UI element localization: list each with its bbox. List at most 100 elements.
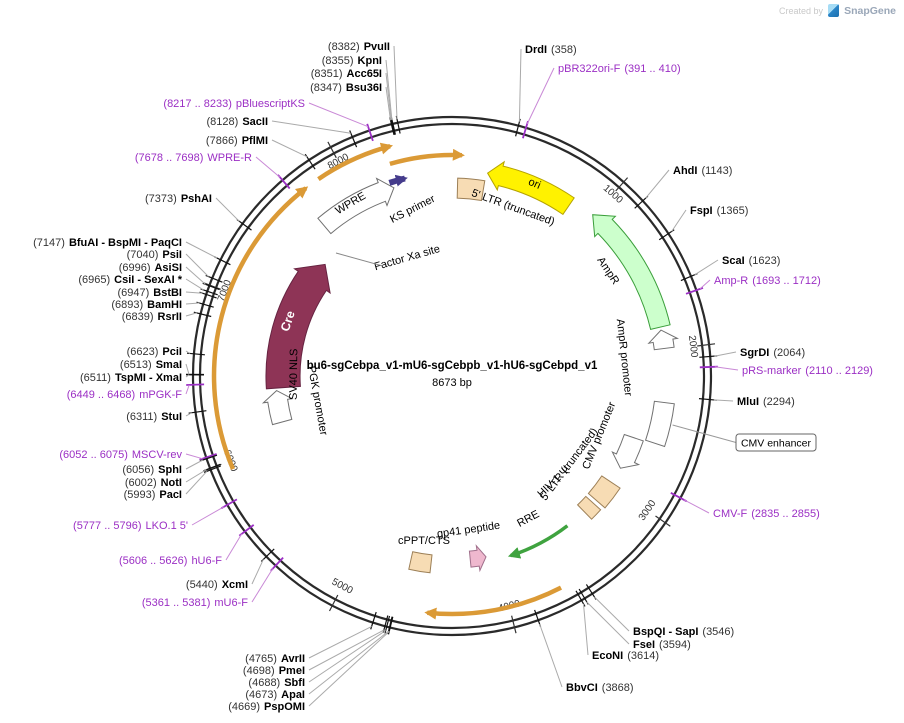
enzyme-label-stui[interactable]: (6311) StuI bbox=[126, 411, 182, 423]
feature-cppt-cts[interactable] bbox=[408, 551, 433, 574]
callout-line-pvuii bbox=[393, 45, 398, 119]
primer-label-wpre-r[interactable]: (7678 .. 7698) WPRE-R bbox=[135, 152, 252, 164]
feature-cre[interactable] bbox=[265, 263, 331, 390]
site-tick-fspi bbox=[658, 229, 675, 241]
feature-hiv-1-psi[interactable] bbox=[576, 495, 602, 520]
callout-line-fspi bbox=[671, 209, 687, 232]
enzyme-label-pshai[interactable]: (7373) PshAI bbox=[145, 193, 212, 205]
enzyme-label-avrii[interactable]: (4765) AvrII bbox=[245, 653, 305, 665]
feature-ks-primer-arrow[interactable] bbox=[388, 174, 408, 187]
feature-label-ampr-promoter[interactable]: AmpR promoter bbox=[614, 318, 634, 397]
enzyme-label-sacii[interactable]: (8128) SacII bbox=[207, 116, 268, 128]
feature-5-ltr-truncated-top[interactable] bbox=[456, 177, 486, 202]
callout-line-pcii bbox=[185, 350, 191, 354]
enzyme-label-pvuii[interactable]: (8382) PvuII bbox=[328, 41, 390, 53]
enzyme-label-csii-sexai[interactable]: (6965) CsiI - SexAI * bbox=[78, 274, 182, 286]
primer-label-mpgk-f[interactable]: (6449 .. 6468) mPGK-F bbox=[67, 389, 183, 401]
site-tick-bbvci bbox=[534, 609, 542, 628]
callout-line-lko-1-5 bbox=[191, 506, 225, 526]
feature-5-ltr-truncated-2[interactable] bbox=[587, 475, 621, 509]
enzyme-label-rsrii[interactable]: (6839) RsrII bbox=[122, 311, 182, 323]
feature-label-box-cmv-enhancer[interactable] bbox=[735, 433, 817, 452]
feature-ampr[interactable] bbox=[592, 214, 671, 331]
enzyme-label-sgrdi[interactable]: SgrDI (2064) bbox=[740, 347, 805, 359]
enzyme-label-sphi[interactable]: (6056) SphI bbox=[122, 464, 182, 476]
primer-label-lko-1-5[interactable]: (5777 .. 5796) LKO.1 5' bbox=[73, 520, 188, 532]
feature-label-ks-primer[interactable]: KS primer bbox=[388, 193, 437, 226]
enzyme-label-pcii[interactable]: (6623) PciI bbox=[127, 346, 182, 358]
enzyme-label-drdi[interactable]: DrdI (358) bbox=[525, 44, 577, 56]
callout-line-tspmi-xmai bbox=[185, 374, 190, 378]
enzyme-label-pflmi[interactable]: (7866) PflMI bbox=[206, 135, 268, 147]
callout-line-ahdi bbox=[645, 169, 670, 199]
feature-ampr-promoter[interactable] bbox=[647, 329, 680, 351]
callout-line-wpre-r bbox=[255, 156, 281, 178]
primer-label-cmv-f[interactable]: CMV-F (2835 .. 2855) bbox=[713, 508, 820, 520]
enzyme-label-bbvci[interactable]: BbvCI (3868) bbox=[566, 682, 634, 694]
feature-label-ampr[interactable]: AmpR bbox=[594, 255, 621, 287]
feature-wpre[interactable] bbox=[317, 177, 395, 235]
enzyme-label-bsu36i[interactable]: (8347) Bsu36I bbox=[310, 82, 382, 94]
enzyme-label-apai[interactable]: (4673) ApaI bbox=[245, 689, 305, 701]
enzyme-label-econi[interactable]: EcoNI (3614) bbox=[592, 650, 659, 662]
enzyme-label-noti[interactable]: (6002) NotI bbox=[125, 477, 182, 489]
enzyme-label-ahdi[interactable]: AhdI (1143) bbox=[673, 165, 732, 177]
primer-label-mu6-f[interactable]: (5361 .. 5381) mU6-F bbox=[142, 597, 248, 609]
enzyme-label-sbfi[interactable]: (4688) SbfI bbox=[248, 677, 305, 689]
enzyme-label-xcmi[interactable]: (5440) XcmI bbox=[186, 579, 248, 591]
feature-label-cmv-enhancer[interactable]: CMV enhancer bbox=[741, 438, 812, 450]
primer-label-prs-marker[interactable]: pRS-marker (2110 .. 2129) bbox=[742, 365, 873, 377]
enzyme-label-paci[interactable]: (5993) PacI bbox=[124, 489, 182, 501]
feature-label-cre[interactable]: Cre bbox=[278, 309, 298, 333]
callout-line-pflmi bbox=[271, 139, 308, 158]
callout-line-mscv-rev bbox=[185, 453, 203, 460]
feature-orange-arc-2[interactable] bbox=[317, 142, 393, 181]
enzyme-label-bspqi-sapi[interactable]: BspQI - SapI (3546) bbox=[633, 626, 734, 638]
enzyme-label-bfuai-bspmi-paqci[interactable]: (7147) BfuAI - BspMI - PaqCI bbox=[33, 237, 182, 249]
feature-gp41-peptide[interactable] bbox=[468, 544, 487, 573]
enzyme-label-tspmi-xmai[interactable]: (6511) TspMI - XmaI bbox=[80, 372, 182, 384]
feature-orange-arc-4[interactable] bbox=[424, 585, 563, 620]
plasmid-backbone-inner bbox=[198, 122, 706, 630]
tick-label-3000: 3000 bbox=[637, 498, 659, 523]
callout-line-rsrii bbox=[185, 312, 197, 317]
site-tick-mu6-f bbox=[270, 556, 284, 572]
feature-cmv-enhancer[interactable] bbox=[644, 400, 675, 448]
enzyme-label-kpni[interactable]: (8355) KpnI bbox=[322, 55, 382, 67]
feature-cmv-promoter[interactable] bbox=[611, 433, 644, 469]
primer-label-hu6-f[interactable]: (5606 .. 5626) hU6-F bbox=[119, 555, 222, 567]
feature-rre-arc[interactable] bbox=[507, 524, 569, 559]
feature-label-sv40-nls[interactable]: SV40 NLS bbox=[288, 349, 301, 400]
tick-5000 bbox=[328, 594, 339, 612]
feature-orange-arc-1[interactable] bbox=[211, 186, 309, 470]
enzyme-label-bamhi[interactable]: (6893) BamHI bbox=[111, 299, 182, 311]
enzyme-label-psii[interactable]: (7040) PsiI bbox=[127, 249, 182, 261]
enzyme-label-pmei[interactable]: (4698) PmeI bbox=[243, 665, 305, 677]
enzyme-label-bstbi[interactable]: (6947) BstBI bbox=[117, 287, 182, 299]
snapgene-logo-icon bbox=[828, 4, 840, 17]
feature-label-ori[interactable]: ori bbox=[526, 176, 542, 192]
feature-label-cppt-cts[interactable]: cPPT/CTS bbox=[398, 535, 450, 547]
callout-line-mpgk-f bbox=[185, 384, 190, 395]
enzyme-label-asisi[interactable]: (6996) AsiSI bbox=[119, 262, 182, 274]
feature-label-pgk-promoter[interactable]: PGK promoter bbox=[305, 365, 330, 437]
primer-label-pbr322ori-f[interactable]: pBR322ori-F (391 .. 410) bbox=[558, 63, 681, 75]
tick-label-2000: 2000 bbox=[686, 335, 700, 359]
primer-label-amp-r[interactable]: Amp-R (1693 .. 1712) bbox=[714, 275, 821, 287]
primer-label-mscv-rev[interactable]: (6052 .. 6075) MSCV-rev bbox=[59, 449, 182, 461]
callout-line-bbvci bbox=[539, 623, 563, 688]
enzyme-label-scai[interactable]: ScaI (1623) bbox=[722, 255, 780, 267]
site-tick-bfuai-bspmi-paqci bbox=[214, 256, 231, 266]
enzyme-label-fspi[interactable]: FspI (1365) bbox=[690, 205, 748, 217]
feature-label-factor-xa-site[interactable]: Factor Xa site bbox=[373, 243, 442, 273]
primer-label-pbluescriptks[interactable]: (8217 .. 8233) pBluescriptKS bbox=[163, 98, 305, 110]
feature-pgk-promoter[interactable] bbox=[261, 389, 294, 426]
feature-label-rre[interactable]: RRE bbox=[515, 508, 541, 530]
feature-ori[interactable] bbox=[486, 160, 575, 216]
enzyme-label-acc65i[interactable]: (8351) Acc65I bbox=[311, 68, 382, 80]
enzyme-label-mlui[interactable]: MluI (2294) bbox=[737, 396, 795, 408]
enzyme-label-smai[interactable]: (6513) SmaI bbox=[120, 359, 182, 371]
feature-orange-arc-3[interactable] bbox=[389, 148, 465, 167]
enzyme-label-pspomi[interactable]: (4669) PspOMI bbox=[228, 701, 305, 713]
enzyme-label-fsei[interactable]: FseI (3594) bbox=[633, 639, 691, 651]
